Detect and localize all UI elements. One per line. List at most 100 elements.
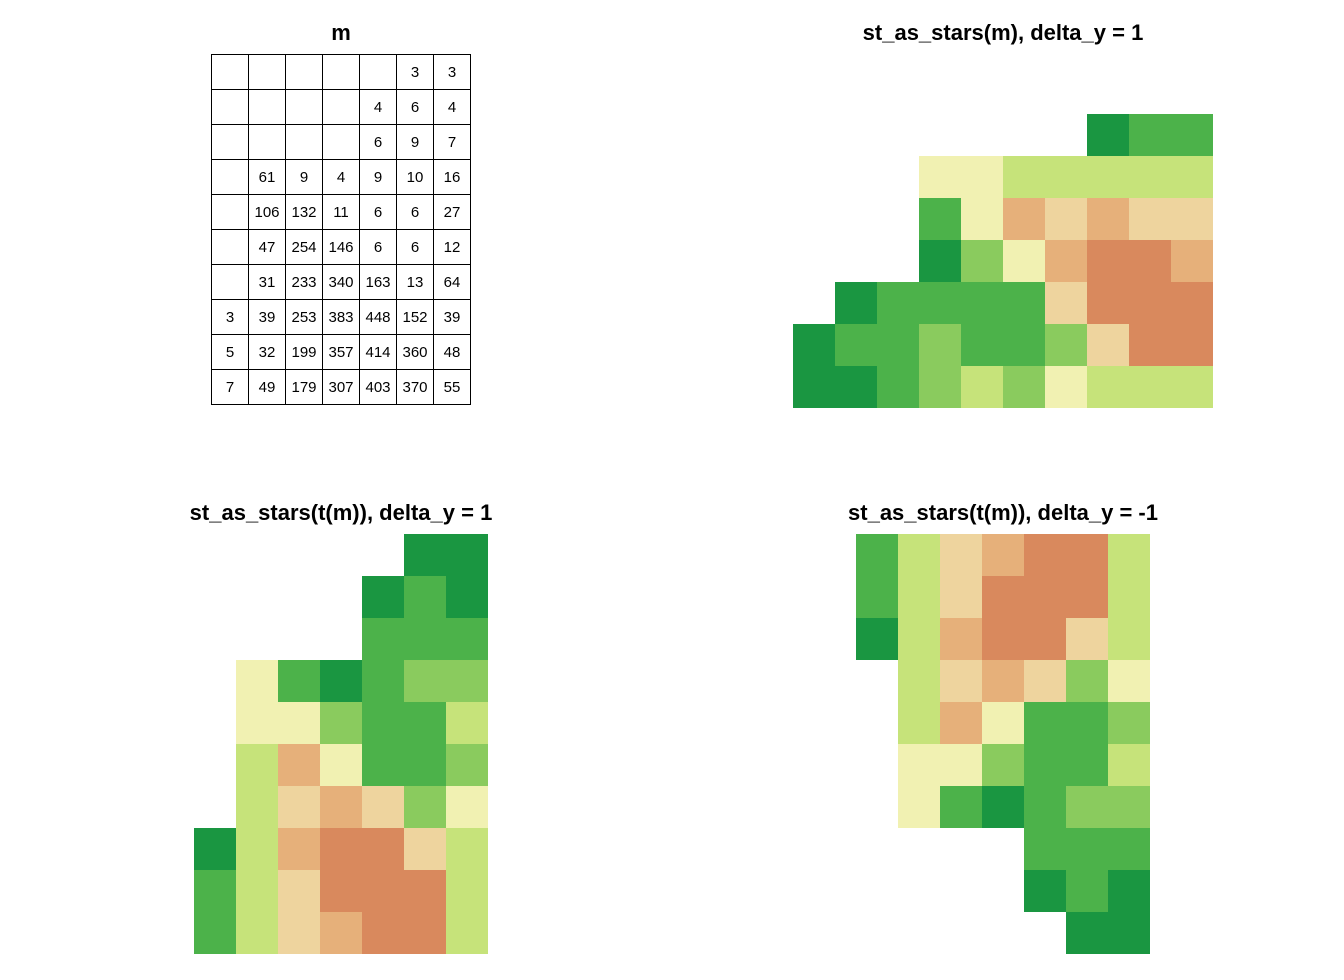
heat-cell	[1024, 534, 1066, 576]
heat-cell	[278, 660, 320, 702]
heat-cell	[1066, 660, 1108, 702]
heat-cell	[793, 282, 835, 324]
panel-title-bl: st_as_stars(t(m)), delta_y = 1	[190, 500, 493, 526]
heat-cell	[278, 576, 320, 618]
table-cell: 152	[397, 300, 434, 335]
heat-cell	[919, 156, 961, 198]
panel-title-tr: st_as_stars(m), delta_y = 1	[863, 20, 1144, 46]
figure-grid: m 33464697619491016106132116627472541466…	[20, 20, 1324, 960]
table-cell: 146	[323, 230, 360, 265]
heat-cell	[835, 324, 877, 366]
heat-cell	[1003, 366, 1045, 408]
heat-cell	[278, 618, 320, 660]
table-cell: 9	[286, 160, 323, 195]
table-cell: 32	[249, 335, 286, 370]
table-cell: 39	[434, 300, 471, 335]
heat-cell	[236, 912, 278, 954]
heat-cell	[194, 576, 236, 618]
heat-cell	[856, 660, 898, 702]
heat-cell	[194, 870, 236, 912]
table-cell: 163	[360, 265, 397, 300]
heat-cell	[835, 198, 877, 240]
heat-cell	[940, 576, 982, 618]
heat-cell	[1129, 282, 1171, 324]
heat-cell	[1129, 240, 1171, 282]
heat-cell	[1171, 282, 1213, 324]
heat-cell	[1024, 744, 1066, 786]
heat-cell	[961, 324, 1003, 366]
heat-cell	[1108, 912, 1150, 954]
table-cell: 4	[434, 90, 471, 125]
table-row: 53219935741436048	[212, 335, 471, 370]
heat-cell	[362, 912, 404, 954]
heat-cell	[940, 618, 982, 660]
heat-cell	[362, 618, 404, 660]
heat-cell	[835, 114, 877, 156]
heat-cell	[1003, 240, 1045, 282]
heat-cell	[982, 744, 1024, 786]
heat-cell	[961, 114, 1003, 156]
heat-cell	[194, 534, 236, 576]
table-cell: 7	[212, 370, 249, 405]
heat-cell	[1108, 828, 1150, 870]
heat-cell	[982, 618, 1024, 660]
heat-cell	[278, 744, 320, 786]
heat-cell	[404, 660, 446, 702]
heat-cell	[877, 114, 919, 156]
heat-cell	[1171, 156, 1213, 198]
table-cell: 61	[249, 160, 286, 195]
heat-cell	[446, 702, 488, 744]
heat-cell	[1108, 870, 1150, 912]
heat-cell	[1066, 828, 1108, 870]
heat-cell	[446, 534, 488, 576]
heat-cell	[320, 744, 362, 786]
heat-cell	[856, 912, 898, 954]
table-cell: 6	[360, 125, 397, 160]
heat-cell	[898, 870, 940, 912]
table-cell: 5	[212, 335, 249, 370]
heat-cell	[1045, 198, 1087, 240]
heat-cell	[194, 618, 236, 660]
table-cell: 49	[249, 370, 286, 405]
panel-body-m: 3346469761949101610613211662747254146661…	[20, 54, 662, 480]
table-cell	[360, 55, 397, 90]
heat-cell	[919, 282, 961, 324]
table-cell: 9	[360, 160, 397, 195]
heat-cell	[877, 282, 919, 324]
table-row: 312333401631364	[212, 265, 471, 300]
panel-m-table: m 33464697619491016106132116627472541466…	[20, 20, 662, 480]
heat-cell	[446, 786, 488, 828]
heat-cell	[362, 870, 404, 912]
heat-cell	[982, 576, 1024, 618]
heat-cell	[919, 324, 961, 366]
heat-cell	[278, 534, 320, 576]
heat-cell	[1129, 324, 1171, 366]
heat-cell	[1024, 912, 1066, 954]
table-cell: 3	[397, 55, 434, 90]
heat-cell	[856, 702, 898, 744]
heat-cell	[1003, 324, 1045, 366]
heat-cell	[1066, 618, 1108, 660]
heat-cell	[1045, 156, 1087, 198]
heatmap-top-right	[793, 114, 1213, 408]
table-cell: 47	[249, 230, 286, 265]
heat-cell	[1171, 114, 1213, 156]
heat-cell	[898, 660, 940, 702]
heat-cell	[1129, 114, 1171, 156]
heat-cell	[1003, 198, 1045, 240]
table-cell	[249, 90, 286, 125]
table-cell: 31	[249, 265, 286, 300]
heat-cell	[236, 828, 278, 870]
table-cell: 383	[323, 300, 360, 335]
heat-cell	[236, 786, 278, 828]
heat-cell	[1045, 324, 1087, 366]
heat-cell	[877, 366, 919, 408]
heat-cell	[877, 240, 919, 282]
heat-cell	[1045, 240, 1087, 282]
table-cell: 253	[286, 300, 323, 335]
heat-cell	[362, 702, 404, 744]
heat-cell	[982, 912, 1024, 954]
table-cell: 11	[323, 195, 360, 230]
heat-cell	[1108, 534, 1150, 576]
heat-cell	[1066, 870, 1108, 912]
